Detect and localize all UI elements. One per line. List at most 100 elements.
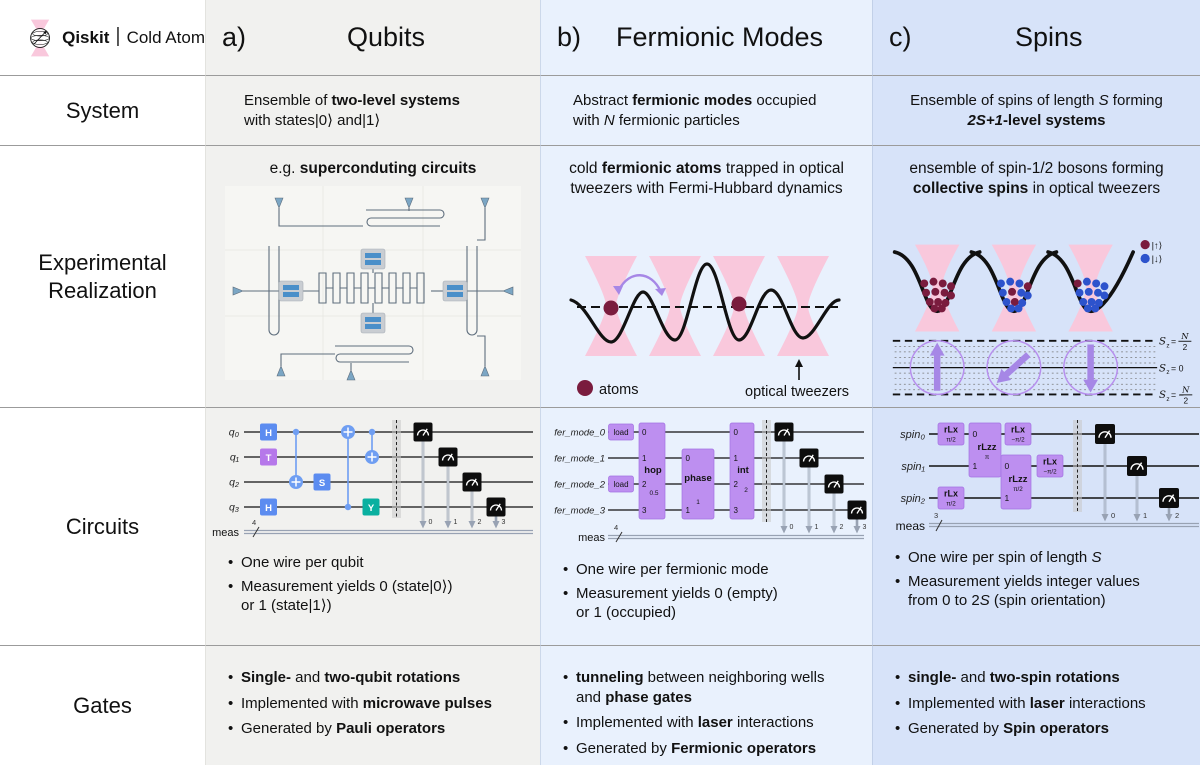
atom-dot	[731, 296, 746, 312]
load-gate: load	[607, 423, 634, 441]
svg-text:−π/2: −π/2	[1011, 437, 1025, 444]
row-label-gates: Gates	[0, 645, 205, 765]
cx-gate	[341, 425, 355, 511]
circuits-spins-cell: spin₀ spin₁ spin₂ meas 3 rLx π/2 rLx π/2…	[872, 407, 1200, 645]
svg-text:hop: hop	[644, 465, 662, 476]
cx-gate	[365, 428, 379, 464]
bullet: single- and two-spin rotations	[895, 668, 1200, 688]
tweezer-pointer-arrow	[794, 358, 803, 380]
experimental-spins-title: ensemble of spin-1/2 bosons forming coll…	[909, 160, 1164, 197]
circuits-qubits-cell: q₀ q₁ q₂ q₃ meas 4 H T H	[205, 407, 540, 645]
rlx-gate: rLx −π/2	[1004, 422, 1032, 446]
svg-text:meas: meas	[578, 532, 605, 544]
svg-text:q₀: q₀	[229, 427, 240, 439]
logo-product: Cold Atom	[126, 27, 205, 47]
svg-text:2: 2	[1183, 395, 1188, 405]
y-gate: Y	[362, 498, 380, 516]
svg-text:2: 2	[1182, 342, 1187, 352]
svg-text:phase: phase	[684, 473, 711, 484]
svg-text:=: =	[1171, 336, 1176, 346]
svg-text:fer_mode_2: fer_mode_2	[554, 480, 605, 491]
barrier	[1073, 420, 1082, 512]
spin-up-legend-dot	[1140, 239, 1150, 249]
bullet: Implemented with laser interactions	[895, 694, 1200, 714]
potential-curve	[568, 262, 841, 344]
svg-text:1: 1	[973, 461, 978, 471]
svg-text:rLzz: rLzz	[978, 442, 997, 453]
phase-gate: 0 1 phase 1	[681, 448, 714, 520]
sz-labels: S z = N 2 S z = 0 S z = − N	[1159, 331, 1192, 405]
tweezers-legend-label: optical tweezers	[745, 384, 849, 400]
svg-text:z: z	[1166, 396, 1169, 403]
h-gate: H	[260, 423, 277, 441]
system-spins-cell: Ensemble of spins of length S forming 2S…	[872, 75, 1200, 145]
system-qubits-cell: Ensemble of two-level systems with state…	[205, 75, 540, 145]
svg-text:3: 3	[502, 519, 506, 526]
gates-qubits-cell: Single- and two-qubit rotations Implemen…	[205, 645, 540, 765]
rlx-gate: rLx π/2	[937, 422, 965, 446]
fermionic-circuit-diagram: fer_mode_0 fer_mode_1 fer_mode_2 fer_mod…	[554, 420, 866, 544]
svg-text:z: z	[1166, 369, 1169, 376]
column-header-spins: c) Spins	[872, 0, 1200, 75]
svg-text:load: load	[613, 428, 628, 437]
svg-text:−π/2: −π/2	[1043, 469, 1057, 476]
experimental-fermionic-cell: cold fermionic atoms trapped in optical …	[540, 145, 872, 407]
svg-text:0: 0	[789, 524, 793, 531]
atoms-legend-dot	[576, 379, 593, 396]
svg-text:1: 1	[685, 506, 690, 515]
t-gate: T	[260, 448, 277, 466]
svg-text:T: T	[266, 453, 272, 464]
svg-text:rLx: rLx	[944, 489, 958, 499]
row-label-circuits: Circuits	[0, 407, 205, 645]
rlzz-gate: 0 1 rLzz π	[968, 422, 1002, 478]
bloch-circles	[909, 339, 1118, 395]
rlx-gate: rLx −π/2	[1036, 454, 1064, 478]
svg-text:2: 2	[839, 524, 843, 531]
svg-text:int: int	[737, 465, 749, 476]
system-qubits-text: Ensemble of two-level systems with state…	[244, 92, 460, 129]
collective-spin-arrows	[929, 342, 1098, 393]
svg-text:spin₁: spin₁	[901, 461, 925, 473]
qubit-circuit-bullets: One wire per qubit Measurement yields 0 …	[206, 553, 540, 616]
gates-spins-cell: single- and two-spin rotations Implement…	[872, 645, 1200, 765]
bullet: One wire per qubit	[228, 553, 540, 573]
svg-text:S: S	[1159, 363, 1166, 374]
tweezer-beams	[914, 244, 1113, 332]
sz-label-zero: S z = 0	[1159, 363, 1184, 376]
svg-text:1: 1	[814, 524, 818, 531]
optical-tweezers-lattice-figure: atoms optical tweezers	[568, 255, 849, 400]
svg-text:= 0: = 0	[1171, 363, 1184, 373]
tweezer-atom-logo-icon	[30, 19, 50, 56]
svg-text:S: S	[1159, 336, 1166, 347]
svg-text:π/2: π/2	[1013, 486, 1023, 493]
svg-text:1: 1	[1143, 511, 1147, 520]
svg-text:3: 3	[642, 506, 647, 515]
logo-text: Qiskit | Cold Atom	[62, 25, 205, 49]
experimental-qubits-title: e.g. superconduting circuits	[269, 160, 477, 177]
measurement-gates: 0 1 2	[774, 422, 866, 534]
row-label-system: System	[0, 75, 205, 145]
circuits-fermionic-cell: fer_mode_0 fer_mode_1 fer_mode_2 fer_mod…	[540, 407, 872, 645]
column-title-qubits: Qubits	[346, 22, 426, 52]
transmon-qubits	[278, 248, 468, 334]
svg-text:S: S	[1159, 390, 1166, 401]
svg-text:1: 1	[733, 454, 738, 463]
logo-separator: |	[115, 25, 121, 47]
bullet: Implemented with laser interactions	[563, 713, 872, 733]
logo: Qiskit | Cold Atom	[0, 0, 205, 75]
hop-gate: 0 1 2 3 hop 0.5	[638, 422, 665, 520]
spin-up-legend-label: |↑⟩	[1151, 240, 1162, 250]
svg-text:meas: meas	[896, 519, 925, 533]
load-gate: load	[607, 475, 634, 493]
svg-text:fer_mode_0: fer_mode_0	[554, 428, 605, 439]
svg-text:S: S	[319, 478, 325, 489]
spin-circuit-diagram: spin₀ spin₁ spin₂ meas 3 rLx π/2 rLx π/2…	[896, 420, 1199, 533]
svg-text:q₃: q₃	[229, 502, 239, 514]
svg-text:0: 0	[1111, 511, 1115, 520]
svg-text:π: π	[985, 454, 990, 461]
svg-text:Y: Y	[368, 503, 375, 514]
launch-pads	[232, 197, 514, 381]
spin-down-legend-dot	[1140, 253, 1150, 263]
svg-text:3: 3	[934, 511, 938, 520]
